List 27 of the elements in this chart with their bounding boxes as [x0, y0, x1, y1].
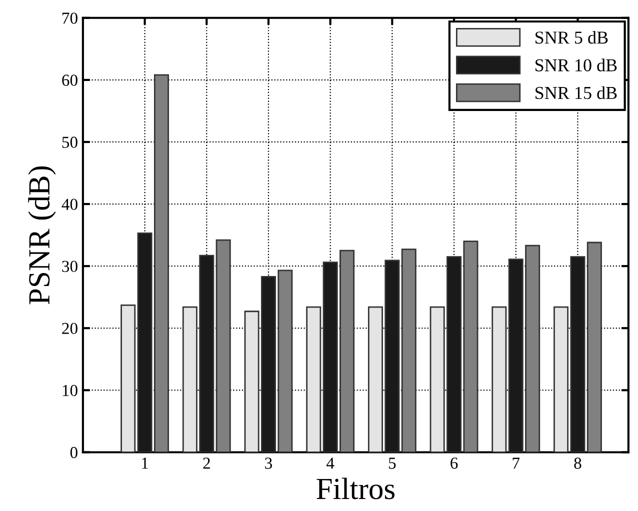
x-tick-label: 7: [512, 458, 520, 469]
y-tick-label: 50: [62, 136, 78, 148]
bar: [401, 248, 416, 452]
bar: [492, 306, 507, 452]
legend-label: SNR 15 dB: [536, 86, 617, 100]
y-axis-title: PSNR (dB): [28, 166, 56, 304]
y-tick-label: 30: [62, 260, 78, 272]
bar: [306, 306, 322, 452]
x-tick-label: 2: [203, 458, 210, 469]
legend-label: SNR 5 dB: [536, 30, 608, 44]
bar: [216, 239, 231, 452]
y-tick-label: 20: [62, 322, 78, 334]
y-tick-label: 10: [62, 384, 78, 396]
y-tick-label: 60: [62, 74, 78, 86]
y-tick-label: 40: [62, 198, 78, 210]
x-tick-label: 4: [326, 458, 334, 469]
bar: [120, 304, 136, 452]
x-tick-label: 1: [142, 458, 148, 469]
y-tick-label: 0: [70, 446, 78, 458]
x-tick-label: 8: [574, 458, 582, 469]
x-axis-title: Filtros: [316, 478, 394, 500]
legend-label: SNR 10 dB: [536, 58, 617, 72]
x-tick-label: 6: [450, 458, 458, 469]
x-tick-label: 3: [265, 458, 272, 469]
x-tick-label: 5: [388, 458, 396, 469]
bar: [586, 242, 602, 452]
y-tick-label: 70: [62, 12, 78, 24]
